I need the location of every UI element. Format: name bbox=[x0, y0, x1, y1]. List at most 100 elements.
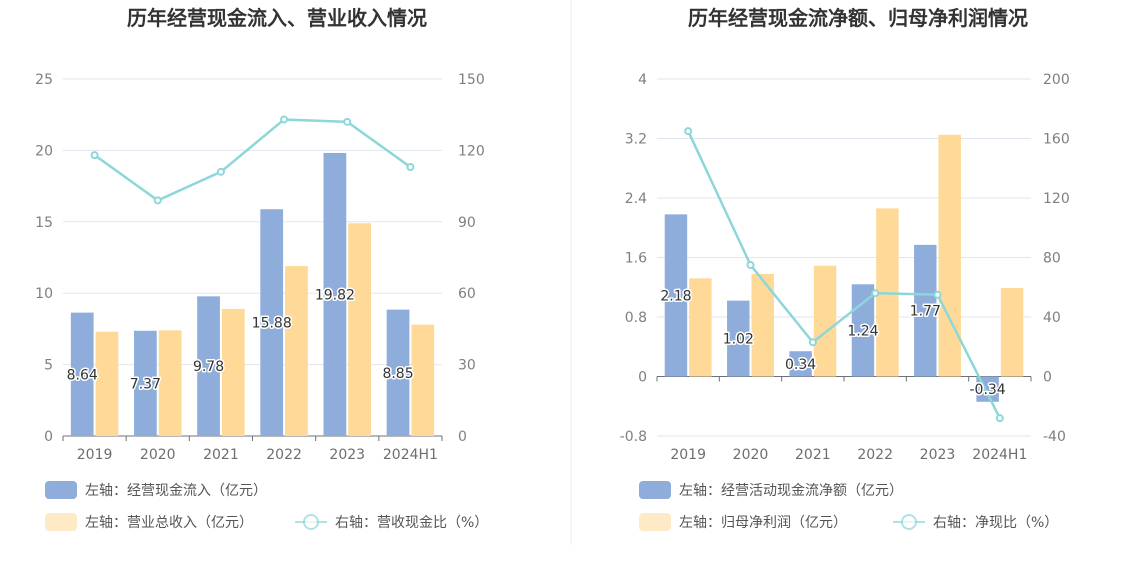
data-label: 0.34 bbox=[785, 357, 816, 373]
legend-swatch bbox=[639, 513, 671, 531]
legend-label: 左轴：经营活动现金流净额（亿元） bbox=[679, 483, 903, 499]
data-label: 1.02 bbox=[723, 332, 754, 348]
y-right-tick-label: 120 bbox=[458, 143, 485, 159]
legend-swatch-marker bbox=[303, 514, 319, 530]
bar bbox=[70, 312, 94, 436]
bar bbox=[789, 351, 812, 377]
line-point bbox=[808, 338, 817, 347]
data-label: 8.64 bbox=[67, 367, 98, 383]
legend-swatch bbox=[639, 481, 671, 499]
y-left-tick-label: 15 bbox=[35, 215, 53, 231]
x-tick-label: 2023 bbox=[920, 447, 956, 463]
legend-label: 右轴：营收现金比（%） bbox=[335, 515, 488, 531]
x-tick-label: 2022 bbox=[857, 447, 893, 463]
y-left-tick-label: 4 bbox=[638, 72, 647, 88]
chart-1: 历年经营现金流入、营业收入情况 0 5 10 15 20 25 0 30 60 90 120 150 20… bbox=[35, 6, 488, 531]
y-right-tick-label: 0 bbox=[1043, 370, 1052, 386]
line-point bbox=[871, 289, 880, 298]
y-left-tick-label: 0.8 bbox=[625, 310, 647, 326]
series-line bbox=[687, 130, 1001, 419]
legend-item: 左轴：营业总收入（亿元） bbox=[45, 513, 253, 531]
bar bbox=[813, 265, 837, 377]
legend-item: 左轴：归母净利润（亿元） bbox=[639, 513, 847, 531]
bar bbox=[221, 308, 245, 436]
bar bbox=[197, 296, 220, 436]
bar bbox=[323, 152, 347, 436]
data-label: -0.34 bbox=[969, 382, 1005, 398]
bar bbox=[914, 244, 937, 377]
chart-2: 历年经营现金流净额、归母净利润情况 -0.8 0 0.8 1.6 2.4 3.2 4 -40 0 4… bbox=[620, 6, 1070, 531]
line-point bbox=[153, 196, 162, 205]
y-right-tick-label: -40 bbox=[1043, 429, 1066, 445]
line-point bbox=[406, 163, 415, 172]
bar bbox=[689, 278, 712, 377]
bar bbox=[285, 266, 308, 436]
line-point bbox=[746, 260, 755, 269]
y-right-tick-label: 160 bbox=[1043, 132, 1070, 148]
legend-item: 左轴：经营现金流入（亿元） bbox=[45, 481, 267, 499]
bar bbox=[134, 330, 157, 436]
legend-item: 右轴：营收现金比（%） bbox=[295, 514, 488, 531]
x-tick-label: 2019 bbox=[77, 447, 113, 463]
y-left-tick-label: 1.6 bbox=[625, 251, 647, 267]
legend-swatch bbox=[45, 513, 77, 531]
bar bbox=[1000, 287, 1024, 377]
bar bbox=[751, 273, 774, 377]
x-tick-label: 2020 bbox=[140, 447, 176, 463]
x-tick-label: 2021 bbox=[203, 447, 239, 463]
line-point bbox=[933, 290, 942, 299]
x-tick-label: 2019 bbox=[670, 447, 706, 463]
x-tick-label: 2021 bbox=[795, 447, 831, 463]
data-label: 15.88 bbox=[252, 316, 292, 332]
bar bbox=[158, 330, 182, 436]
x-tick-label: 2020 bbox=[733, 447, 769, 463]
chart-title: 历年经营现金流净额、归母净利润情况 bbox=[688, 6, 1028, 30]
y-right-tick-label: 150 bbox=[458, 72, 485, 88]
legend-label: 左轴：归母净利润（亿元） bbox=[679, 514, 847, 531]
y-left-tick-label: 0 bbox=[638, 370, 647, 386]
data-label: 7.37 bbox=[130, 376, 161, 392]
y-left-tick-label: 2.4 bbox=[625, 191, 647, 207]
legend-label: 右轴：净现比（%） bbox=[933, 515, 1058, 531]
y-right-tick-label: 80 bbox=[1043, 251, 1061, 267]
bar bbox=[938, 134, 961, 377]
data-label: 19.82 bbox=[315, 287, 355, 303]
y-right-tick-label: 40 bbox=[1043, 310, 1061, 326]
y-right-tick-label: 0 bbox=[458, 429, 467, 445]
y-left-tick-label: 5 bbox=[44, 358, 53, 374]
y-right-tick-label: 30 bbox=[458, 358, 476, 374]
legend-swatch-marker bbox=[901, 514, 917, 530]
data-label: 2.18 bbox=[660, 288, 691, 304]
y-left-tick-label: 10 bbox=[35, 286, 53, 302]
legend-swatch bbox=[45, 481, 77, 499]
bar bbox=[260, 209, 284, 436]
line-point bbox=[216, 167, 225, 176]
bar bbox=[386, 309, 410, 436]
x-tick-label: 2024H1 bbox=[383, 447, 438, 463]
y-left-tick-label: -0.8 bbox=[620, 429, 647, 445]
legend-item: 右轴：净现比（%） bbox=[893, 514, 1058, 531]
data-label: 1.24 bbox=[847, 323, 878, 339]
legend-label: 左轴：营业总收入（亿元） bbox=[85, 515, 253, 531]
line-point bbox=[90, 151, 99, 160]
bar bbox=[348, 223, 371, 436]
line-point bbox=[280, 115, 289, 124]
y-right-tick-label: 200 bbox=[1043, 72, 1070, 88]
bar bbox=[664, 214, 688, 377]
line-point bbox=[684, 127, 693, 136]
bar bbox=[95, 331, 119, 436]
series-line bbox=[93, 118, 412, 202]
x-tick-label: 2023 bbox=[329, 447, 365, 463]
line-point bbox=[995, 414, 1004, 423]
y-left-tick-label: 0 bbox=[44, 429, 53, 445]
chart-title: 历年经营现金流入、营业收入情况 bbox=[127, 6, 427, 30]
y-left-tick-label: 20 bbox=[35, 143, 53, 159]
y-right-tick-label: 90 bbox=[458, 215, 476, 231]
x-tick-label: 2022 bbox=[266, 447, 302, 463]
x-tick-label: 2024H1 bbox=[972, 447, 1027, 463]
y-right-tick-label: 60 bbox=[458, 286, 476, 302]
y-left-tick-label: 25 bbox=[35, 72, 53, 88]
legend-item: 左轴：经营活动现金流净额（亿元） bbox=[639, 481, 903, 499]
legend-label: 左轴：经营现金流入（亿元） bbox=[85, 483, 267, 499]
